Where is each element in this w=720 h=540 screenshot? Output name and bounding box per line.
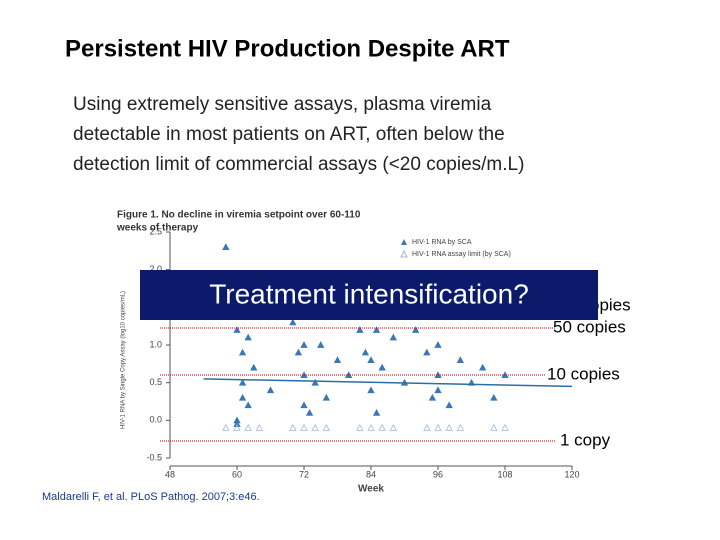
data-point <box>311 378 319 386</box>
limit-point <box>501 424 509 431</box>
data-point <box>411 326 420 333</box>
data-point <box>372 326 381 333</box>
body-line: detectable in most patients on ART, ofte… <box>73 124 505 145</box>
data-point <box>378 363 386 371</box>
data-point <box>356 326 364 333</box>
limit-point <box>233 424 241 431</box>
limit-point <box>356 424 364 431</box>
data-point <box>445 401 453 409</box>
data-point <box>372 408 381 416</box>
data-point <box>266 386 275 394</box>
limit-point <box>423 424 431 431</box>
data-point <box>423 348 431 356</box>
body-line: detection limit of commercial assays (<2… <box>73 154 524 175</box>
limit-point <box>322 424 331 431</box>
limit-point <box>434 424 442 431</box>
limit-point <box>456 424 465 431</box>
trend-line <box>203 378 573 388</box>
data-point <box>250 363 258 371</box>
data-point <box>490 393 498 401</box>
limit-point <box>490 424 498 431</box>
data-point <box>305 408 314 416</box>
annotation: opies <box>590 295 631 314</box>
data-point <box>289 318 297 326</box>
annotations: opies 50 copies 10 copies 1 copy Treatme… <box>42 270 631 503</box>
x-tick-label: 120 <box>564 469 579 479</box>
x-tick-label: 84 <box>366 469 376 479</box>
y-tick-label: 0.0 <box>149 415 162 425</box>
y-tick-label: 2.0 <box>149 264 162 274</box>
limit-point <box>289 424 297 431</box>
legend-symbol <box>400 249 408 258</box>
x-tick-label: 60 <box>232 469 242 479</box>
y-tick-label: 1.0 <box>149 339 162 349</box>
data-point <box>333 356 342 363</box>
x-axis-label: Week <box>358 484 384 495</box>
data-point <box>434 341 442 348</box>
data-point <box>361 348 370 356</box>
data-point <box>238 348 247 356</box>
limit-point <box>378 424 386 431</box>
data-point <box>244 401 252 409</box>
limit-point <box>300 424 308 431</box>
data-point <box>300 401 308 409</box>
limit-point <box>311 424 319 431</box>
data-point <box>238 378 247 386</box>
x-tick-label: 96 <box>433 469 443 479</box>
data-point <box>367 356 375 363</box>
data-point <box>428 393 437 401</box>
data-point <box>367 386 375 394</box>
x-tick-label: 48 <box>165 469 175 479</box>
citation: Maldarelli F, et al. PLoS Pathog. 2007;3… <box>42 491 260 503</box>
data-point <box>294 348 303 356</box>
data-point <box>456 356 465 363</box>
annotation: 1 copy <box>560 430 611 449</box>
data-point <box>244 333 252 341</box>
data-point <box>434 386 442 394</box>
legend-entry: HIV-1 RNA by SCA <box>412 239 472 246</box>
x-tick-label: 72 <box>299 469 309 479</box>
y-axis-label: HIV-1 RNA by Single Copy Assay (log10 co… <box>121 291 127 429</box>
overlay-text: Treatment intensification? <box>209 278 529 309</box>
data-point <box>233 420 241 428</box>
legend-symbol <box>401 239 407 245</box>
data-point <box>317 341 325 348</box>
annotation: 10 copies <box>547 364 620 383</box>
figure-caption: Figure 1. No decline in viremia setpoint… <box>117 210 361 221</box>
slide-title: Persistent HIV Production Despite ART <box>65 35 510 62</box>
y-tick-label: 2.5 <box>149 226 162 236</box>
limit-point <box>445 424 453 431</box>
figure-caption: weeks of therapy <box>116 223 199 234</box>
limit-point <box>244 424 252 431</box>
body-line: Using extremely sensitive assays, plasma… <box>73 94 492 115</box>
data-point <box>322 393 331 401</box>
x-tick-label: 108 <box>497 469 512 479</box>
limit-point <box>222 424 230 431</box>
limit-point <box>367 424 375 431</box>
overlay-box <box>140 270 598 320</box>
data-point <box>238 393 247 401</box>
limit-point <box>255 424 264 431</box>
y-tick-label: -0.5 <box>146 452 162 462</box>
annotation: 50 copies <box>553 317 626 336</box>
limit-point <box>389 424 398 431</box>
data-point <box>389 333 398 341</box>
data-point <box>233 326 241 333</box>
data-point <box>478 363 487 371</box>
legend-entry: HIV-1 RNA assay limit (by SCA) <box>412 251 511 258</box>
y-tick-label: 0.5 <box>149 377 162 387</box>
data-point <box>300 341 308 348</box>
data-point <box>222 243 230 250</box>
